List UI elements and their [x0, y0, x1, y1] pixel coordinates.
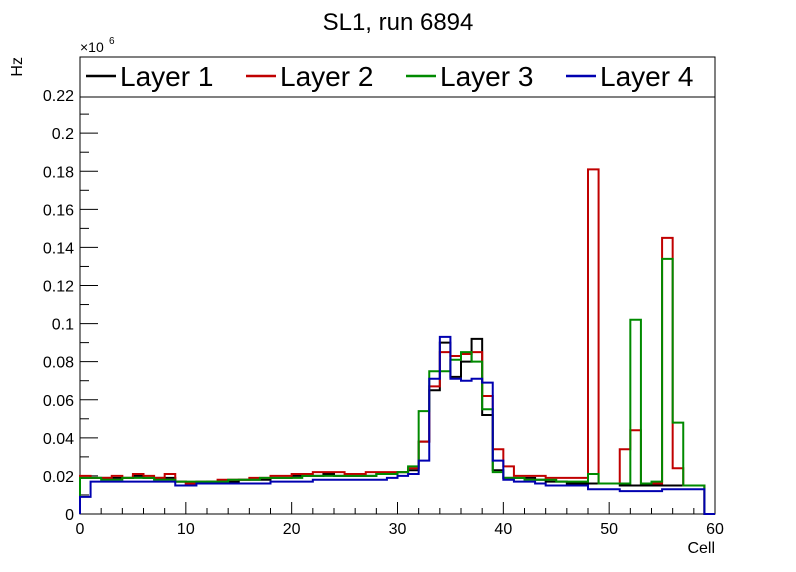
y-tick-label: 0.18 — [43, 164, 74, 181]
x-axis: 0 10 20 30 40 50 60 — [76, 502, 724, 538]
y-tick-label: 0.22 — [43, 88, 74, 105]
x-tick-label: 50 — [600, 521, 618, 538]
y-tick-label: 0.14 — [43, 240, 74, 257]
y-exponent-power: 6 — [109, 36, 115, 47]
x-tick-label: 10 — [177, 521, 195, 538]
series-group — [79, 168, 715, 515]
y-tick-label: 0.2 — [52, 126, 74, 143]
y-axis-label: Hz — [9, 57, 26, 77]
series-line-1 — [79, 337, 715, 515]
y-tick-label: 0.06 — [43, 393, 74, 410]
y-tick-label: 0.02 — [43, 469, 74, 486]
legend-label-3: Layer 3 — [440, 61, 533, 92]
series-line-2 — [79, 168, 715, 515]
x-tick-label: 40 — [494, 521, 512, 538]
series-line-4 — [79, 335, 715, 515]
y-tick-label: 0.1 — [52, 317, 74, 334]
x-axis-label: Cell — [687, 540, 715, 557]
x-tick-label: 20 — [283, 521, 301, 538]
legend: Layer 1 Layer 2 Layer 3 Layer 4 — [79, 56, 716, 98]
x-tick-label: 30 — [389, 521, 407, 538]
legend-label-2: Layer 2 — [280, 61, 373, 92]
y-tick-label: 0.08 — [43, 355, 74, 372]
y-tick-label: 0.16 — [43, 202, 74, 219]
y-tick-label: 0.12 — [43, 279, 74, 296]
y-axis: 0 0.02 0.04 0.06 0.08 0.1 0.12 0.14 0.16 0.18 0.2 0… — [43, 56, 98, 524]
x-tick-label: 60 — [706, 521, 724, 538]
y-tick-label: 0 — [65, 507, 74, 524]
legend-box — [79, 56, 716, 98]
y-exponent-base: ×10 — [80, 39, 104, 55]
y-exponent-label: ×10 6 — [80, 36, 115, 55]
legend-label-1: Layer 1 — [120, 61, 213, 92]
plot-frame — [79, 56, 716, 515]
legend-label-4: Layer 4 — [600, 61, 693, 92]
x-tick-label: 0 — [76, 521, 85, 538]
chart-title: SL1, run 6894 — [323, 9, 474, 36]
y-tick-label: 0.04 — [43, 431, 74, 448]
